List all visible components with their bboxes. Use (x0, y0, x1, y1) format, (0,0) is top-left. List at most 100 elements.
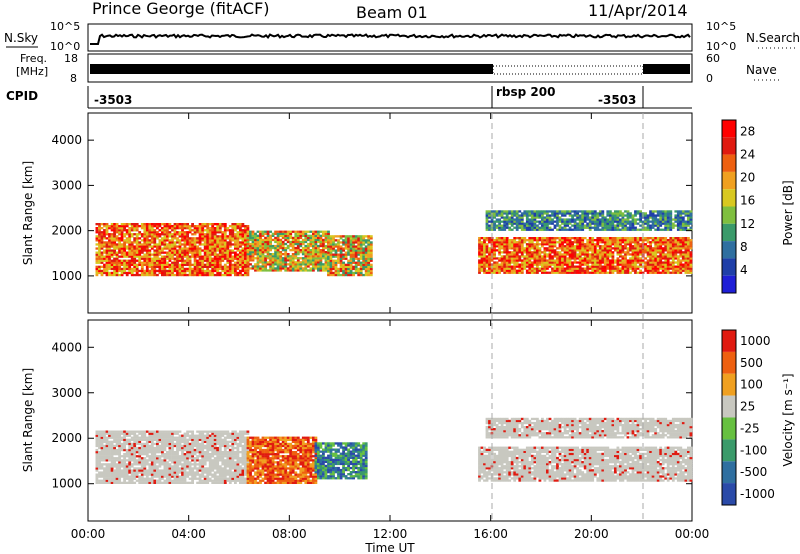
heatmap-cell (208, 271, 212, 275)
heatmap-cell (646, 237, 650, 240)
heatmap-cell (171, 237, 174, 240)
heatmap-cell (629, 220, 632, 223)
heatmap-cell (619, 243, 622, 246)
heatmap-cell (173, 261, 177, 264)
heatmap-cell (110, 241, 114, 244)
heatmap-cell (304, 230, 308, 233)
heatmap-cell (541, 222, 544, 225)
heatmap-cell (299, 234, 303, 237)
heatmap-cell (528, 247, 532, 250)
heatmap-cell (216, 223, 220, 226)
heatmap-cell (593, 267, 597, 270)
heatmap-cell (327, 261, 330, 264)
heatmap-cell (530, 243, 534, 246)
heatmap-cell (515, 220, 519, 223)
heatmap-cell (208, 257, 212, 260)
heatmap-cell (641, 249, 645, 252)
heatmap-cell (538, 263, 542, 266)
heatmap-cell (274, 259, 277, 262)
heatmap-cell (110, 461, 114, 464)
heatmap-cell (317, 251, 320, 254)
heatmap-cell (687, 222, 690, 225)
heatmap-cell (299, 261, 303, 264)
heatmap-cell (498, 224, 501, 227)
heatmap-cell (603, 216, 607, 219)
heatmap-cell (140, 465, 144, 468)
heatmap-cell (95, 459, 99, 462)
heatmap-cell (513, 259, 517, 262)
heatmap-cell (561, 271, 564, 274)
heatmap-cell (173, 225, 177, 228)
heatmap-cell (349, 257, 353, 260)
heatmap-cell (249, 238, 252, 242)
heatmap-cell (541, 226, 544, 229)
heatmap-cell (234, 241, 237, 244)
heatmap-cell (100, 440, 104, 443)
heatmap-cell (676, 214, 680, 217)
heatmap-cell (216, 269, 220, 273)
heatmap-cell (218, 227, 222, 230)
heatmap-cell (156, 225, 159, 228)
heatmap-cell (145, 241, 149, 244)
heatmap-cell (641, 228, 645, 231)
heatmap-cell (536, 251, 539, 254)
heatmap-cell (533, 255, 537, 258)
heatmap-cell (644, 261, 647, 264)
heatmap-cell (513, 212, 517, 215)
heatmap-cell (515, 212, 519, 215)
heatmap-cell (105, 263, 109, 266)
heatmap-cell (659, 222, 663, 225)
heatmap-cell (669, 237, 673, 240)
heatmap-cell (211, 249, 215, 252)
heatmap-cell (150, 273, 154, 277)
heatmap-cell (108, 465, 111, 468)
heatmap-cell (228, 231, 232, 234)
heatmap-cell (357, 251, 361, 254)
heatmap-cell (216, 225, 220, 228)
heatmap-cell (176, 245, 179, 248)
heatmap-cell (614, 247, 617, 250)
heatmap-cell (609, 263, 612, 266)
heatmap-cell (674, 210, 678, 213)
heatmap-cell (244, 255, 247, 258)
heatmap-cell (609, 261, 612, 264)
heatmap-cell (636, 255, 640, 258)
heatmap-cell (478, 249, 481, 252)
heatmap-cell (561, 239, 564, 242)
heatmap-cell (115, 267, 119, 271)
heatmap-cell (359, 267, 363, 271)
heatmap-cell (120, 473, 124, 476)
heatmap-cell (546, 212, 549, 215)
heatmap-cell (254, 267, 257, 270)
heatmap-cell (261, 269, 265, 272)
heatmap-cell (364, 273, 368, 277)
heatmap-cell (624, 269, 627, 272)
heatmap-cell (548, 243, 552, 246)
heatmap-cell (649, 241, 652, 244)
heatmap-cell (485, 245, 489, 248)
heatmap-cell (176, 255, 179, 258)
heatmap-cell (196, 241, 199, 244)
heatmap-cell (561, 241, 564, 244)
heatmap-cell (125, 475, 129, 478)
heatmap-cell (226, 237, 230, 240)
heatmap-cell (621, 214, 625, 217)
heatmap-cell (284, 246, 288, 250)
heatmap-cell (596, 216, 600, 219)
heatmap-cell (181, 253, 184, 256)
heatmap-cell (588, 247, 592, 250)
heatmap-cell (342, 263, 345, 266)
heatmap-cell (606, 214, 610, 217)
heatmap-cell (571, 228, 574, 231)
heatmap-cell (208, 231, 212, 234)
heatmap-cell (269, 230, 272, 233)
heatmap-cell (515, 224, 519, 227)
heatmap-cell (289, 255, 293, 258)
heatmap-cell (213, 235, 217, 238)
heatmap-cell (631, 263, 635, 266)
heatmap-cell (123, 440, 126, 443)
heatmap-cell (95, 261, 99, 264)
heatmap-cell (576, 241, 579, 244)
heatmap-cell (571, 255, 574, 258)
heatmap-cell (505, 226, 509, 229)
